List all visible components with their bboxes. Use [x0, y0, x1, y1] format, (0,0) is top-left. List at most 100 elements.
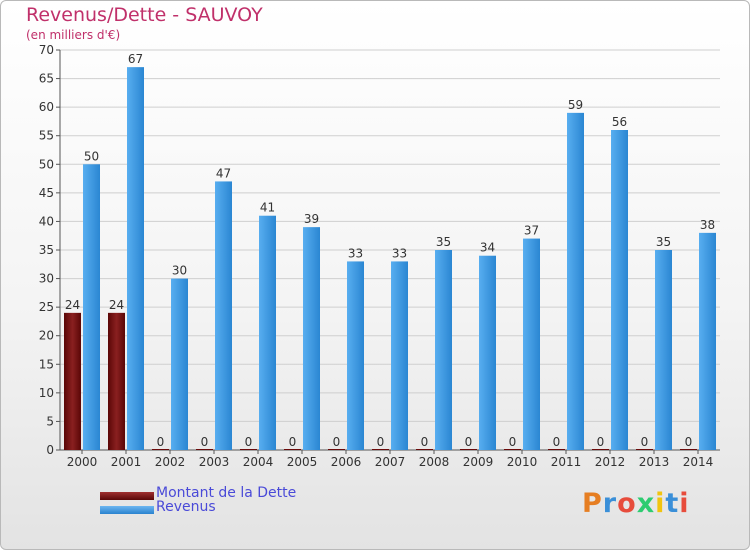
debt-value-label: 24: [109, 298, 124, 312]
proxiti-logo: Proxiti: [582, 488, 690, 519]
y-tick-label: 70: [39, 43, 54, 57]
debt-bar: [680, 449, 697, 450]
debt-bar: [328, 449, 345, 450]
x-tick-label: 2000: [67, 455, 98, 469]
y-tick-label: 45: [39, 186, 54, 200]
revenue-value-label: 39: [304, 212, 319, 226]
y-tick-label: 55: [39, 129, 54, 143]
revenue-bar: [303, 227, 320, 450]
debt-bar: [240, 449, 257, 450]
revenue-bar: [567, 112, 584, 450]
legend-label-debt: Montant de la Dette: [156, 485, 297, 501]
x-tick-label: 2007: [375, 455, 406, 469]
debt-bar: [64, 312, 81, 450]
debt-value-label: 0: [465, 435, 473, 449]
debt-bar: [460, 449, 477, 450]
legend-swatch-debt: [100, 492, 154, 500]
chart-title: Revenus/Dette - SAUVOY: [26, 4, 263, 26]
y-tick-label: 50: [39, 157, 54, 171]
x-tick-label: 2003: [199, 455, 230, 469]
revenue-bar: [523, 238, 540, 450]
revenue-value-label: 34: [480, 241, 495, 255]
legend-swatch-revenue: [100, 506, 154, 514]
revenue-value-label: 33: [392, 246, 407, 260]
debt-value-label: 0: [421, 435, 429, 449]
debt-value-label: 0: [157, 435, 165, 449]
y-tick-label: 20: [39, 329, 54, 343]
revenue-bar: [215, 181, 232, 450]
revenue-value-label: 33: [348, 246, 363, 260]
revenue-bar: [171, 278, 188, 450]
logo-letter: t: [665, 488, 680, 519]
x-tick-label: 2010: [507, 455, 538, 469]
revenue-value-label: 30: [172, 264, 187, 278]
revenue-value-label: 67: [128, 52, 143, 66]
logo-letter: o: [617, 488, 637, 519]
debt-bar: [416, 449, 433, 450]
debt-value-label: 0: [641, 435, 649, 449]
revenue-value-label: 35: [656, 235, 671, 249]
legend-label-revenue: Revenus: [156, 499, 216, 515]
debt-value-label: 0: [509, 435, 517, 449]
logo-letter: i: [655, 488, 666, 519]
revenue-bar: [479, 255, 496, 450]
revenue-value-label: 56: [612, 115, 627, 129]
chart-subtitle: (en milliers d'€): [26, 28, 121, 42]
debt-bar: [592, 449, 609, 450]
y-tick-label: 10: [39, 386, 54, 400]
debt-value-label: 0: [597, 435, 605, 449]
revenue-value-label: 38: [700, 218, 715, 232]
debt-bar: [636, 449, 653, 450]
x-tick-label: 2014: [683, 455, 714, 469]
revenue-bar: [83, 164, 100, 451]
x-tick-label: 2012: [595, 455, 626, 469]
revenue-bar: [435, 250, 452, 450]
y-tick-label: 30: [39, 272, 54, 286]
x-tick-label: 2013: [639, 455, 670, 469]
revenue-value-label: 35: [436, 235, 451, 249]
x-tick-label: 2005: [287, 455, 318, 469]
revenue-bar: [655, 250, 672, 450]
debt-value-label: 0: [333, 435, 341, 449]
debt-value-label: 0: [377, 435, 385, 449]
debt-bar: [108, 312, 125, 450]
revenue-value-label: 50: [84, 149, 99, 163]
y-tick-label: 40: [39, 214, 54, 228]
x-tick-label: 2009: [463, 455, 494, 469]
y-tick-label: 0: [46, 443, 54, 457]
debt-value-label: 0: [245, 435, 253, 449]
debt-bar: [372, 449, 389, 450]
revenue-bar: [611, 130, 628, 450]
x-tick-label: 2002: [155, 455, 186, 469]
x-tick-label: 2008: [419, 455, 450, 469]
logo-letter: x: [636, 488, 656, 519]
revenue-bar: [391, 261, 408, 450]
debt-bar: [152, 449, 169, 450]
y-tick-label: 25: [39, 300, 54, 314]
debt-value-label: 0: [553, 435, 561, 449]
logo-letter: P: [582, 488, 603, 519]
y-tick-label: 15: [39, 357, 54, 371]
logo-letter: i: [679, 488, 690, 519]
revenue-bar: [699, 232, 716, 450]
debt-bar: [504, 449, 521, 450]
debt-value-label: 24: [65, 298, 80, 312]
revenue-bar: [259, 215, 276, 450]
y-tick-label: 5: [46, 414, 54, 428]
revenue-value-label: 41: [260, 201, 275, 215]
x-tick-label: 2004: [243, 455, 274, 469]
debt-bar: [284, 449, 301, 450]
logo-letter: r: [602, 488, 618, 519]
debt-bar: [196, 449, 213, 450]
y-tick-label: 60: [39, 100, 54, 114]
debt-value-label: 0: [289, 435, 297, 449]
y-tick-label: 65: [39, 72, 54, 86]
x-tick-label: 2006: [331, 455, 362, 469]
y-tick-label: 35: [39, 243, 54, 257]
revenue-bar: [127, 67, 144, 451]
revenue-bar: [347, 261, 364, 450]
revenue-value-label: 47: [216, 166, 231, 180]
debt-value-label: 0: [685, 435, 693, 449]
x-tick-label: 2011: [551, 455, 582, 469]
